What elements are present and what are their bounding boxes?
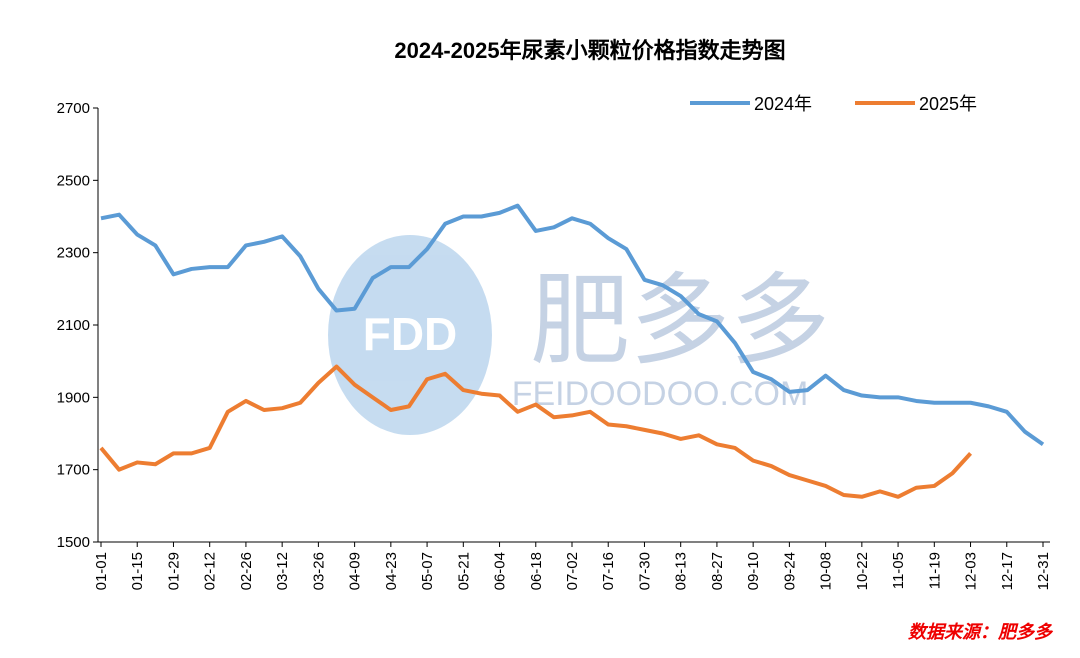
x-tick-label: 06-18 — [528, 552, 545, 590]
x-tick-label: 04-09 — [347, 552, 364, 590]
x-tick-label: 05-07 — [419, 552, 436, 590]
x-tick-label: 12-17 — [999, 552, 1016, 590]
y-tick-label: 1500 — [57, 534, 90, 551]
x-tick-label: 01-29 — [165, 552, 182, 590]
x-tick-label: 03-26 — [310, 552, 327, 590]
x-tick-label: 07-16 — [600, 552, 617, 590]
watermark-text: FDD — [363, 308, 458, 360]
x-tick-label: 10-22 — [854, 552, 871, 590]
x-tick-label: 11-05 — [890, 552, 907, 589]
x-tick-label: 08-13 — [673, 552, 690, 590]
watermark-text: 肥多多 — [530, 265, 830, 377]
legend-label: 2025年 — [919, 94, 977, 114]
x-tick-label: 04-23 — [383, 552, 400, 590]
x-tick-label: 02-26 — [238, 552, 255, 590]
x-tick-label: 12-03 — [963, 552, 980, 590]
x-tick-label: 07-02 — [564, 552, 581, 590]
watermark: FDD 肥多多 FEIDOODOO.COM — [328, 235, 830, 435]
x-tick-label: 03-12 — [274, 552, 291, 590]
x-tick-label: 11-19 — [926, 552, 943, 589]
x-tick-label: 09-24 — [781, 552, 798, 590]
x-tick-label: 05-21 — [455, 552, 472, 590]
x-tick-label: 06-04 — [492, 552, 509, 590]
source: 数据来源：肥多多 — [908, 622, 1054, 642]
series-line — [100, 203, 1045, 446]
x-tick-label: 09-10 — [745, 552, 762, 590]
x-tick-label: 01-15 — [129, 552, 146, 590]
series-line — [99, 364, 973, 499]
x-tick-label: 08-27 — [709, 552, 726, 590]
x-tick-label: 01-01 — [93, 552, 110, 590]
y-tick-label: 2300 — [57, 245, 90, 262]
watermark-text: FEIDOODOO.COM — [512, 375, 809, 413]
y-tick-label: 1700 — [57, 462, 90, 479]
legend-label: 2024年 — [754, 94, 812, 114]
x-tick-label: 07-30 — [636, 552, 653, 590]
x-tick-label: 02-12 — [202, 552, 219, 590]
y-tick-label: 2500 — [57, 172, 90, 189]
y-tick-label: 2700 — [57, 100, 90, 117]
x-tick-label: 10-08 — [818, 552, 835, 590]
y-tick-label: 1900 — [57, 389, 90, 406]
chart-title: 2024-2025年尿素小颗粒价格指数走势图 — [394, 38, 785, 63]
x-tick-label: 12-31 — [1035, 552, 1052, 590]
y-tick-label: 2100 — [57, 317, 90, 334]
